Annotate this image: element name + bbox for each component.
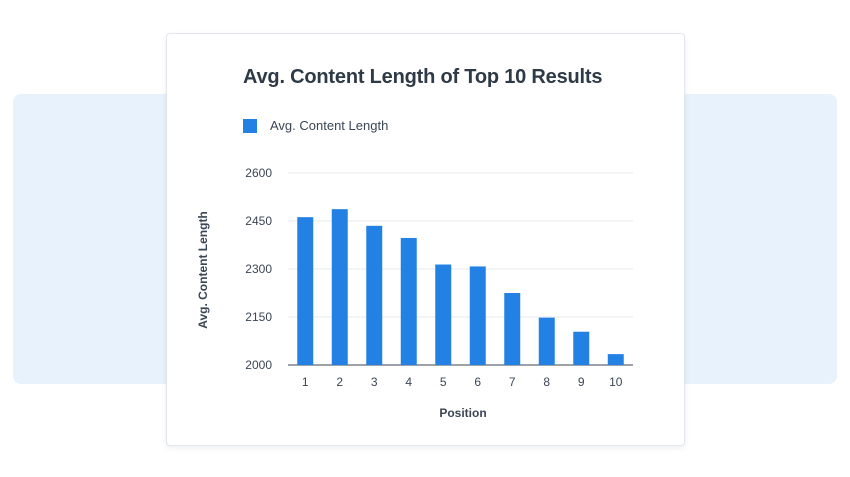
bar-position-10 — [607, 354, 624, 365]
bar-position-3 — [366, 225, 383, 365]
legend-swatch — [243, 118, 257, 133]
bar-position-9 — [573, 331, 590, 365]
x-tick-label: 8 — [543, 375, 550, 389]
chart-title: Avg. Content Length of Top 10 Results — [243, 66, 603, 88]
y-tick-label: 2000 — [245, 358, 272, 372]
x-tick-label: 2 — [336, 375, 343, 389]
x-tick-label: 1 — [302, 375, 309, 389]
bar-position-8 — [538, 317, 555, 365]
bar-position-6 — [469, 266, 486, 365]
x-tick-label: 6 — [474, 375, 481, 389]
bar-position-7 — [504, 293, 521, 365]
y-tick-label: 2150 — [245, 310, 272, 324]
plot-area: 2600 2450 2300 2150 2000 1 2 3 4 5 6 7 8 9 10 — [245, 166, 633, 389]
x-tick-label: 5 — [440, 375, 447, 389]
x-tick-label: 9 — [578, 375, 585, 389]
bar-position-2 — [331, 209, 348, 365]
bar-position-5 — [435, 264, 452, 365]
y-tick-label: 2450 — [245, 214, 272, 228]
x-tick-label: 4 — [405, 375, 412, 389]
chart-card: Avg. Content Length of Top 10 Results Av… — [166, 33, 685, 446]
legend: Avg. Content Length — [243, 118, 388, 133]
legend-label: Avg. Content Length — [270, 118, 389, 133]
x-tick-label: 3 — [371, 375, 378, 389]
x-axis-label: Position — [439, 406, 487, 420]
y-tick-label: 2600 — [245, 166, 272, 180]
x-tick-label: 7 — [509, 375, 516, 389]
y-tick-label: 2300 — [245, 262, 272, 276]
bar-position-1 — [297, 217, 314, 365]
bar-position-4 — [400, 237, 417, 365]
x-tick-label: 10 — [609, 375, 623, 389]
